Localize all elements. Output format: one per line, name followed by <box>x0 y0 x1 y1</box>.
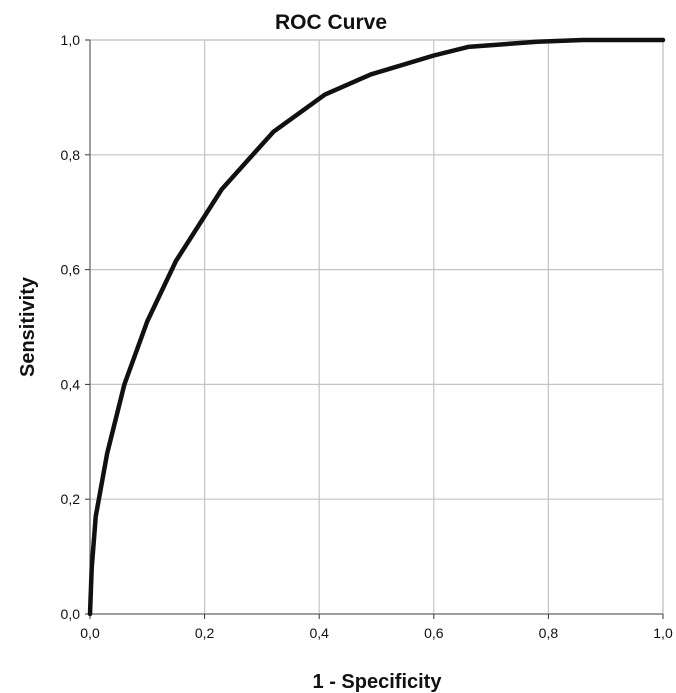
x-tick-label: 0,4 <box>309 625 329 641</box>
y-tick-label: 0,0 <box>61 606 81 622</box>
y-tick-label: 0,4 <box>61 376 81 392</box>
roc-curve-line <box>87 37 666 617</box>
x-tick-label: 0,2 <box>195 625 215 641</box>
plot-background <box>90 40 663 614</box>
y-tick-label: 1,0 <box>61 32 81 48</box>
x-tick-label: 0,6 <box>424 625 444 641</box>
x-axis-label: 1 - Specificity <box>313 671 443 693</box>
plot-area: 0,0 0,2 0,4 0,6 0,8 1,0 0,0 0,2 0,4 0,6 0,8 1,0 <box>61 32 673 641</box>
x-tick-label: 1,0 <box>653 625 673 641</box>
y-tick-label: 0,2 <box>61 491 81 507</box>
y-tick-label: 0,8 <box>61 147 81 163</box>
y-tick-label: 0,6 <box>61 262 81 278</box>
y-axis-label: Sensitivity <box>17 276 39 377</box>
x-tick-label: 0,8 <box>539 625 559 641</box>
x-tick-label: 0,0 <box>80 625 100 641</box>
chart-title: ROC Curve <box>275 11 387 34</box>
